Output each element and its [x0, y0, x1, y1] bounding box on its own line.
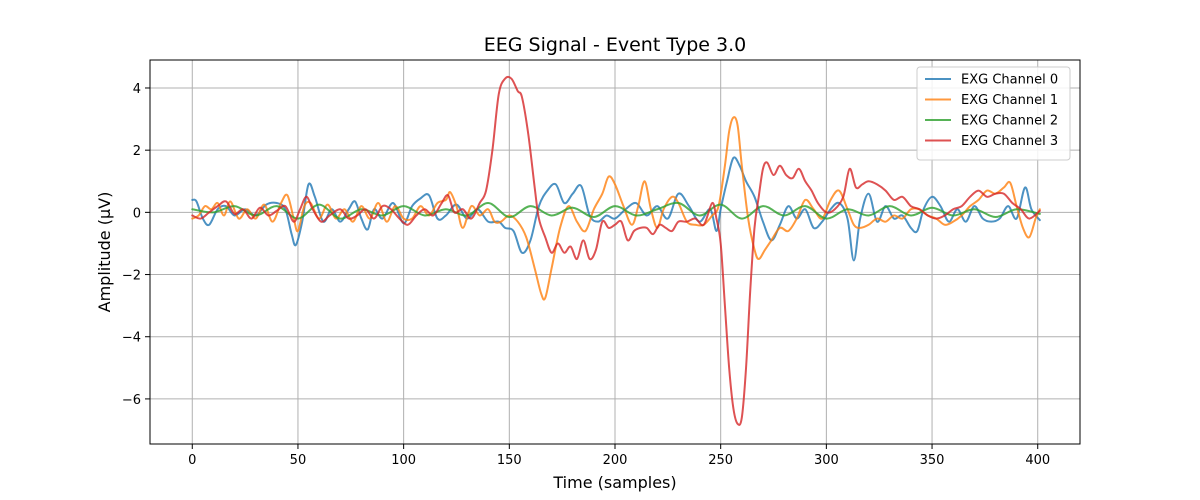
- legend: EXG Channel 0 EXG Channel 1 EXG Channel 2 E…: [916, 66, 1071, 161]
- x-tick-label: 300: [814, 453, 839, 468]
- series-line-channel-1: [191, 116, 1041, 301]
- legend-label: EXG Channel 0: [961, 73, 1058, 88]
- series-line-channel-3: [191, 75, 1041, 426]
- y-tick-label: 4: [133, 82, 141, 97]
- x-tick-label: 150: [497, 453, 522, 468]
- x-tick-label: 400: [1025, 453, 1050, 468]
- legend-label: EXG Channel 3: [961, 134, 1058, 149]
- x-tick-label: 350: [920, 453, 945, 468]
- y-tick-label: 2: [133, 144, 141, 159]
- y-tick-label: −4: [122, 331, 141, 346]
- legend-label: EXG Channel 1: [961, 93, 1058, 108]
- legend-label: EXG Channel 2: [961, 114, 1058, 129]
- x-axis-label: Time (samples): [552, 473, 676, 492]
- ticks: 0 50 100 150 200 250 300 350 400 −6 −4 −2 0 2 4: [122, 82, 1050, 468]
- series-line-channel-2: [191, 201, 1041, 220]
- legend-box: [916, 66, 1071, 161]
- series-layer: [191, 75, 1041, 426]
- y-tick-label: −6: [122, 393, 141, 408]
- x-tick-label: 100: [391, 453, 416, 468]
- y-tick-label: 0: [133, 206, 141, 221]
- x-tick-label: 250: [708, 453, 733, 468]
- x-tick-label: 0: [188, 453, 196, 468]
- x-tick-label: 200: [603, 453, 628, 468]
- x-tick-label: 50: [290, 453, 307, 468]
- y-axis-label: Amplitude (μV): [95, 192, 114, 313]
- y-tick-label: −2: [122, 269, 141, 284]
- chart-title: EEG Signal - Event Type 3.0: [484, 34, 746, 56]
